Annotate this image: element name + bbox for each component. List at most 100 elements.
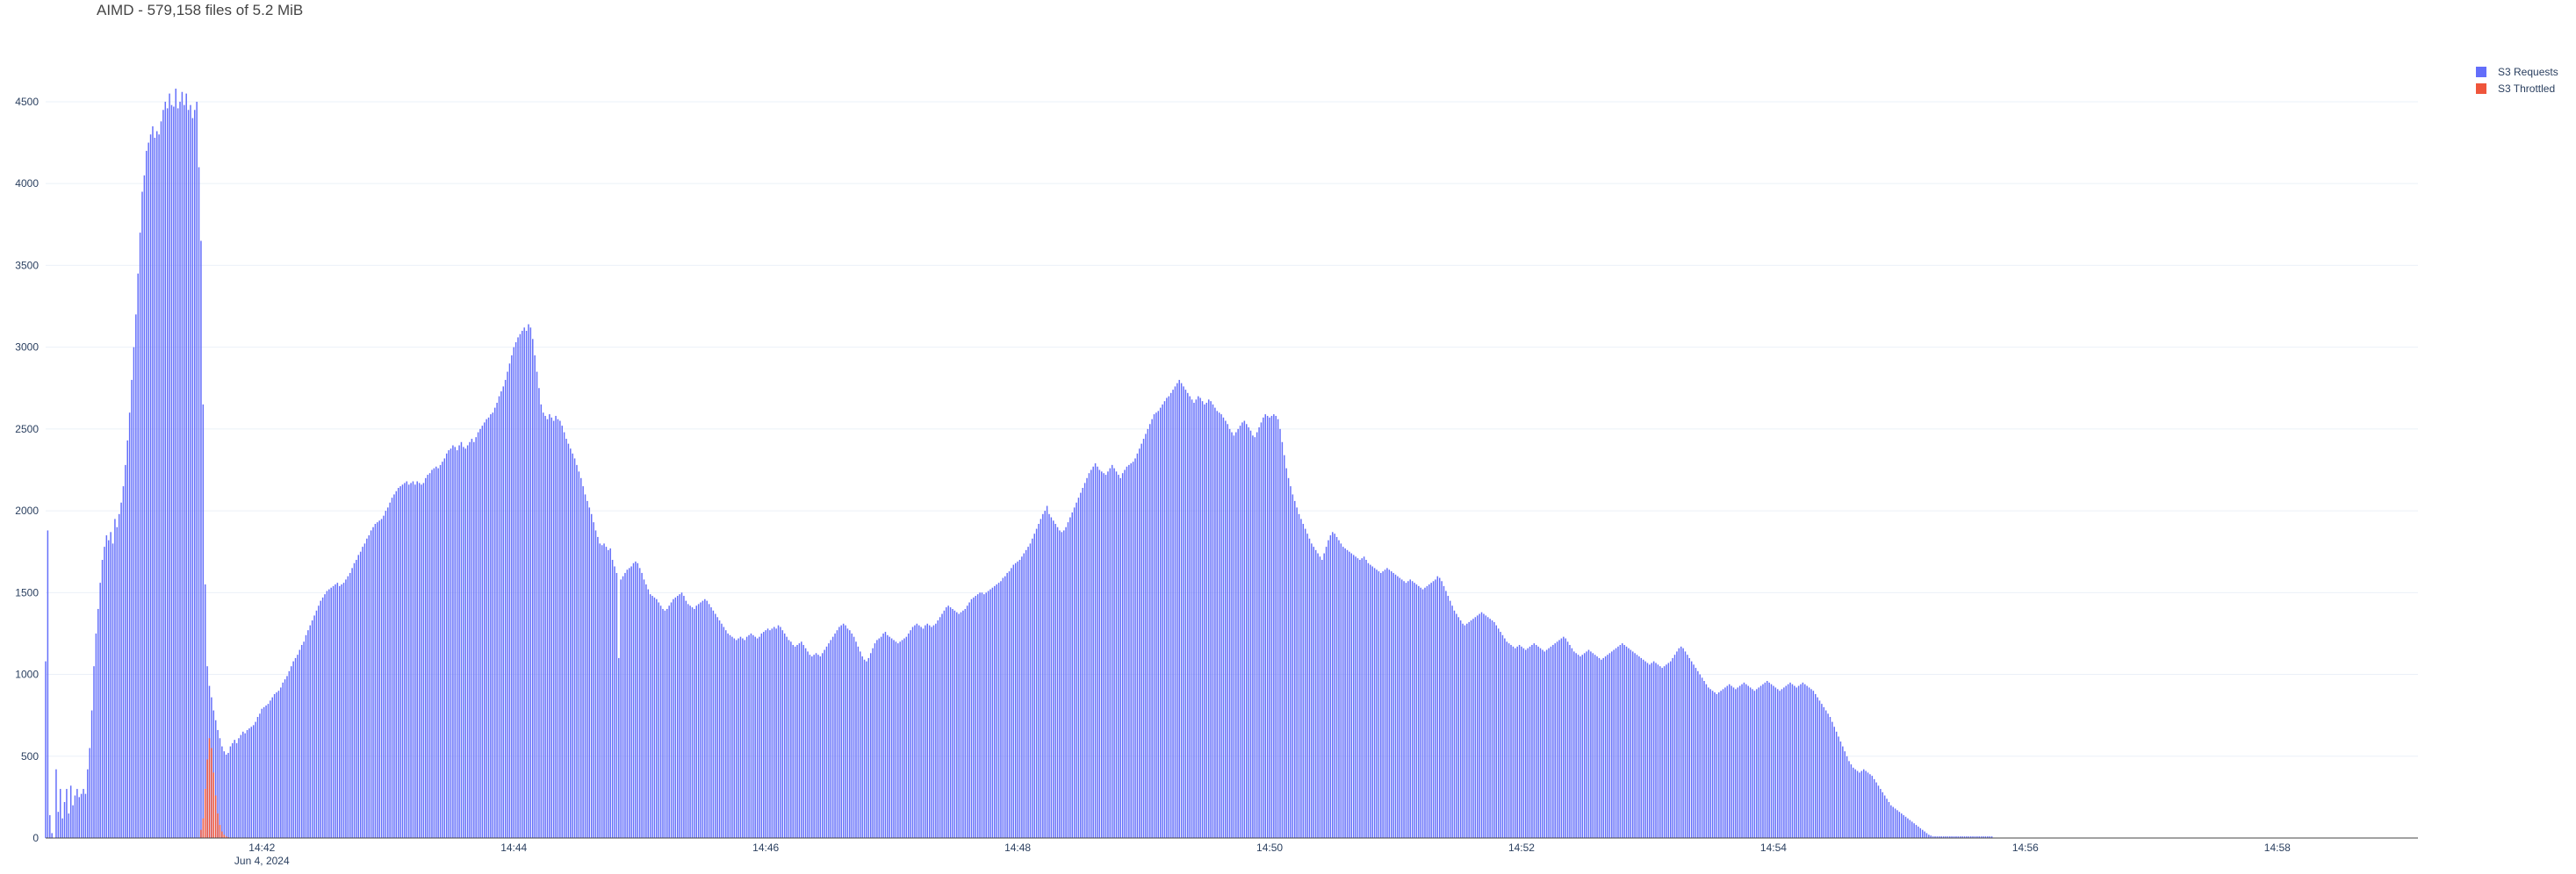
bar [212,772,215,838]
bar [1594,655,1596,838]
bar [670,602,673,838]
bar [1216,411,1218,838]
bar [1098,469,1101,838]
bar [1157,411,1160,838]
bar [431,469,433,838]
bar [567,443,570,838]
bar [899,641,901,838]
bar [122,486,125,838]
bar [1361,558,1363,838]
bar [1080,492,1082,838]
bar [422,483,425,838]
bar [695,605,697,838]
bar [227,753,229,838]
x-tick-label: 14:46 [752,842,779,854]
bar [976,594,979,838]
bar [1735,689,1737,838]
bar [412,481,414,838]
bar [1543,651,1546,838]
bar [49,814,51,838]
bar [362,547,363,838]
bar [1810,689,1812,838]
bar [1355,556,1356,838]
bar [1886,799,1888,838]
bar [1456,613,1457,838]
bar [173,106,175,838]
bar [1942,836,1945,838]
bar [479,428,481,838]
bar [1191,399,1193,838]
bar [84,793,87,838]
bar [1243,420,1246,838]
bar [866,661,867,839]
bar [1220,414,1222,838]
bar [1359,560,1361,838]
bar [813,655,815,838]
bar [221,831,223,838]
bar [397,487,399,838]
bar [1290,486,1292,838]
bar [1596,656,1598,838]
bar [442,462,443,838]
bar [51,833,53,838]
bar [783,633,786,838]
bar [1491,620,1493,838]
bar [1623,644,1625,838]
legend[interactable]: S3 Requests S3 Throttled [2476,66,2558,95]
bar [1833,727,1835,838]
bar [1293,500,1296,838]
x-tick-sublabel: Jun 4, 2024 [234,855,290,867]
bar [1804,684,1806,838]
bar [1827,713,1829,838]
bar [1984,836,1987,838]
bar [200,829,202,838]
bar [1352,555,1355,838]
bar [1655,663,1657,838]
bar [1388,570,1391,838]
bar [1376,570,1378,838]
bar [1794,685,1795,838]
bar [1724,687,1726,838]
bar [357,555,360,838]
bar [93,666,95,838]
bar [932,625,935,838]
bar [1634,653,1636,838]
bar [387,507,389,838]
bar [1537,646,1539,838]
legend-item-s3-throttled[interactable]: S3 Throttled [2476,82,2555,95]
bar [498,396,500,838]
bar [943,610,946,838]
bar [804,648,807,838]
bar [125,464,126,839]
bar [939,617,941,838]
bar [570,448,572,838]
bar [1976,836,1978,838]
bar [1815,693,1817,838]
bar [1380,572,1382,838]
bar [1563,636,1565,838]
bar [1169,392,1172,838]
bar [1062,530,1065,838]
bar [1136,453,1139,838]
legend-item-s3-requests[interactable]: S3 Requests [2476,66,2558,78]
bar [1027,547,1029,838]
bar [1426,585,1428,838]
bar [324,594,326,838]
x-tick-label: 14:52 [1508,842,1535,854]
bar [200,240,202,838]
bar [282,682,284,838]
bar [372,527,374,838]
x-tick-label: 14:50 [1256,842,1283,854]
bar [1130,463,1132,838]
bar [448,450,450,838]
bar [987,591,989,838]
bar [882,633,884,838]
bar [63,801,66,838]
bar [706,600,708,838]
bar [1592,653,1594,838]
bar [1438,577,1441,838]
bar [691,607,694,838]
bar [540,404,543,838]
bar [214,795,217,838]
